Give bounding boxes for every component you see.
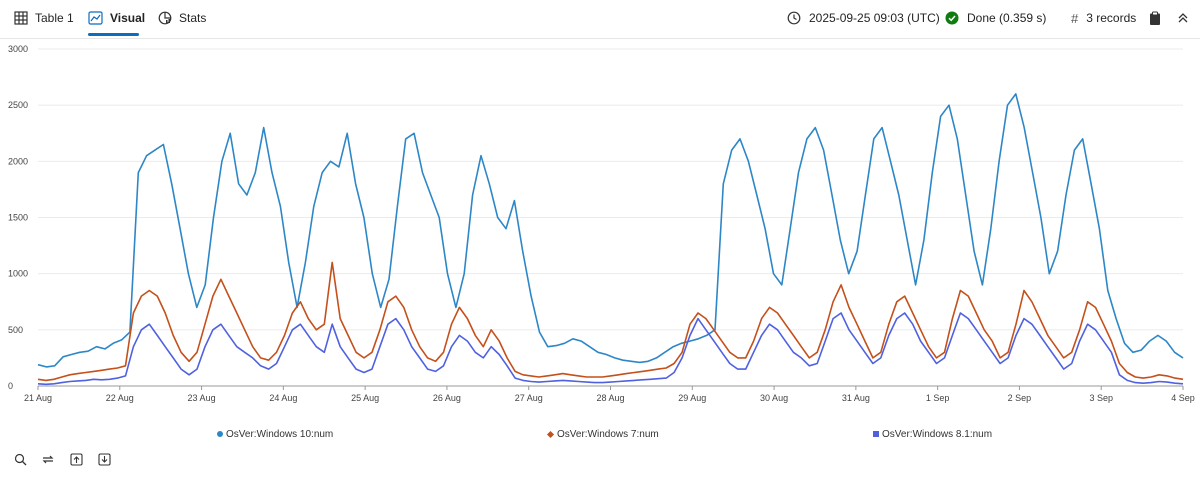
y-tick-label: 500: [8, 325, 23, 335]
export-button[interactable]: [68, 451, 84, 467]
download-button[interactable]: [96, 451, 112, 467]
clock-icon: [787, 11, 801, 25]
x-tick-label: 21 Aug: [24, 393, 52, 403]
search-button[interactable]: [12, 451, 28, 467]
x-tick-label: 4 Sep: [1171, 393, 1195, 403]
done-text: Done (0.359 s): [967, 11, 1047, 25]
refresh-button[interactable]: [40, 451, 56, 467]
collapse-button[interactable]: [1177, 0, 1197, 36]
tab-label: Visual: [110, 11, 146, 25]
x-tick-label: 27 Aug: [515, 393, 543, 403]
x-tick-label: 30 Aug: [760, 393, 788, 403]
legend-label: OsVer:Windows 7:num: [557, 428, 659, 440]
x-tick-label: 3 Sep: [1089, 393, 1113, 403]
legend-marker-icon: [873, 431, 879, 437]
y-tick-label: 1000: [8, 269, 28, 279]
x-tick-label: 2 Sep: [1008, 393, 1032, 403]
series-line-0: [37, 93, 1184, 368]
series-line-1: [37, 261, 1184, 382]
x-tick-label: 22 Aug: [106, 393, 134, 403]
search-icon: [14, 453, 26, 465]
legend-label: OsVer:Windows 8.1:num: [882, 428, 993, 440]
legend-marker-icon: [546, 430, 555, 438]
x-tick-label: 25 Aug: [351, 393, 379, 403]
hash-icon: #: [1071, 10, 1079, 26]
download-icon: [97, 452, 111, 466]
x-tick-label: 1 Sep: [926, 393, 950, 403]
line-chart: 0 500 1000 1500 2000 2500 3000 21 Aug 22 Aug 23 …: [8, 44, 1195, 403]
check-circle-icon: [945, 11, 959, 25]
series-line-2: [37, 312, 1184, 386]
query-status: Done (0.359 s): [945, 0, 1046, 36]
table-icon: [14, 11, 28, 25]
y-tick-label: 1500: [8, 213, 28, 223]
tab-visual[interactable]: Visual: [88, 0, 145, 36]
legend-item-windows-8-1[interactable]: OsVer:Windows 8.1:num: [873, 428, 992, 440]
active-tab-indicator: [88, 33, 139, 36]
y-tick-label: 0: [8, 381, 13, 391]
legend-label: OsVer:Windows 10:num: [226, 428, 334, 440]
copy-button[interactable]: [1148, 0, 1170, 36]
series-lines: [37, 93, 1184, 386]
chevron-double-up-icon: [1178, 13, 1188, 23]
tab-stats[interactable]: Stats: [158, 0, 206, 36]
query-timestamp: 2025-09-25 09:03 (UTC): [787, 0, 940, 36]
x-tick-label: 28 Aug: [596, 393, 624, 403]
tab-table-1[interactable]: Table 1: [14, 0, 74, 36]
x-tick-label: 26 Aug: [433, 393, 461, 403]
clipboard-icon: [1150, 11, 1160, 25]
tab-label: Table 1: [35, 11, 74, 25]
records-text: 3 records: [1086, 11, 1137, 25]
y-tick-label: 2500: [8, 100, 28, 110]
chart-toolbar: [12, 451, 112, 467]
y-tick-label: 2000: [8, 156, 28, 166]
legend-marker-icon: [217, 431, 223, 437]
upload-icon: [69, 452, 83, 466]
y-tick-label: 3000: [8, 44, 28, 54]
timestamp-text: 2025-09-25 09:03 (UTC): [809, 11, 940, 25]
x-tick-label: 23 Aug: [188, 393, 216, 403]
x-axis: 21 Aug 22 Aug 23 Aug 24 Aug 25 Aug 26 Aug 27 A…: [24, 386, 1195, 403]
x-tick-label: 29 Aug: [678, 393, 706, 403]
x-tick-label: 31 Aug: [842, 393, 870, 403]
results-toolbar: Table 1 Visual Stats 2025-09-25 09:03 (U…: [0, 0, 1200, 36]
record-count: # 3 records: [1071, 0, 1136, 36]
legend-item-windows-7[interactable]: OsVer:Windows 7:num: [546, 428, 659, 440]
toolbar-divider: [0, 38, 1200, 39]
y-axis: 0 500 1000 1500 2000 2500 3000: [8, 44, 28, 391]
stats-pie-icon: [158, 11, 172, 25]
legend-item-windows-10[interactable]: OsVer:Windows 10:num: [217, 428, 333, 440]
refresh-icon: [42, 455, 54, 463]
chart-visual-icon: [88, 11, 103, 25]
tab-label: Stats: [179, 11, 207, 25]
x-tick-label: 24 Aug: [269, 393, 297, 403]
